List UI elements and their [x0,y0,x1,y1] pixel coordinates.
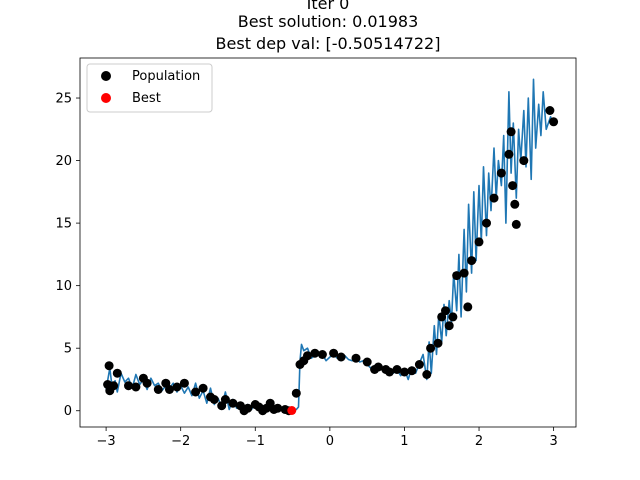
population-point [291,388,301,398]
y-tick-label: 15 [55,217,72,232]
legend-label-best: Best [132,91,161,106]
legend: Population Best [86,63,213,113]
population-point [489,193,499,203]
population-point [545,106,555,115]
population-point [496,168,506,178]
population-point [351,353,361,363]
population-point [422,370,432,379]
population-point [336,352,346,362]
population-point [310,348,320,358]
y-tick-label: 10 [55,279,72,294]
population-point [504,149,514,159]
y-tick-label: 25 [55,92,72,107]
population-point [142,378,152,388]
x-tick-label: −2 [171,434,190,449]
population-point [444,321,454,331]
best-point [287,406,297,415]
legend-box [86,63,213,113]
population-point [131,382,141,392]
title-line-3: Best dep val: [-0.50514722] [216,34,441,53]
y-tick-label: 5 [64,342,72,357]
population-point [273,403,283,413]
population-point [482,218,491,228]
population-point [329,348,339,358]
y-axis: 0 5 10 15 20 25 [55,92,80,419]
population-point [112,368,122,378]
population-point [407,366,417,376]
best-points [287,406,297,415]
population-point [153,385,163,394]
population-point [191,387,201,397]
population-point [448,312,458,322]
legend-marker-best [101,93,111,103]
title-line-1: Iter 0 [307,0,350,13]
y-tick-label: 0 [64,404,72,419]
population-point [508,181,518,191]
population-point [124,381,133,391]
population-point [400,367,409,377]
population-point [385,367,394,377]
population-point [414,360,424,369]
population-point [467,256,477,266]
population-point [433,338,443,348]
population-point [165,385,174,394]
population-point [179,378,189,388]
x-tick-label: 0 [326,434,334,449]
chart-title: Iter 0 Best solution: 0.01983 Best dep v… [216,0,441,53]
population-point [463,302,473,312]
chart-marks [103,78,559,416]
population-point [362,357,372,367]
x-tick-label: −1 [246,434,265,449]
x-tick-label: 3 [549,434,557,449]
population-point [510,199,520,209]
population-points [103,106,559,416]
population-point [228,398,238,408]
population-point [220,395,230,404]
y-tick-label: 20 [55,154,72,169]
population-point [243,403,253,413]
population-point [198,383,208,393]
x-tick-label: −3 [97,434,116,449]
population-point [506,127,516,137]
legend-label-population: Population [132,69,200,84]
population-point [426,343,436,353]
population-point [474,237,484,247]
population-point [209,395,219,404]
x-tick-label: 1 [400,434,408,449]
population-point [109,381,119,391]
population-point [392,365,402,374]
x-axis: −3 −2 −1 0 1 2 3 [97,427,558,449]
population-point [303,351,312,361]
population-point [104,361,114,371]
population-point [459,268,469,278]
plot-area-frame [79,57,577,428]
legend-marker-population [101,71,111,81]
population-point [317,350,327,359]
population-point [172,382,182,392]
population-point [452,271,462,281]
population-point [441,306,450,316]
population-point [373,362,383,372]
population-point [511,219,521,229]
title-line-2: Best solution: 0.01983 [238,12,419,31]
x-tick-label: 2 [475,434,483,449]
population-point [549,117,559,127]
population-point [519,156,529,166]
